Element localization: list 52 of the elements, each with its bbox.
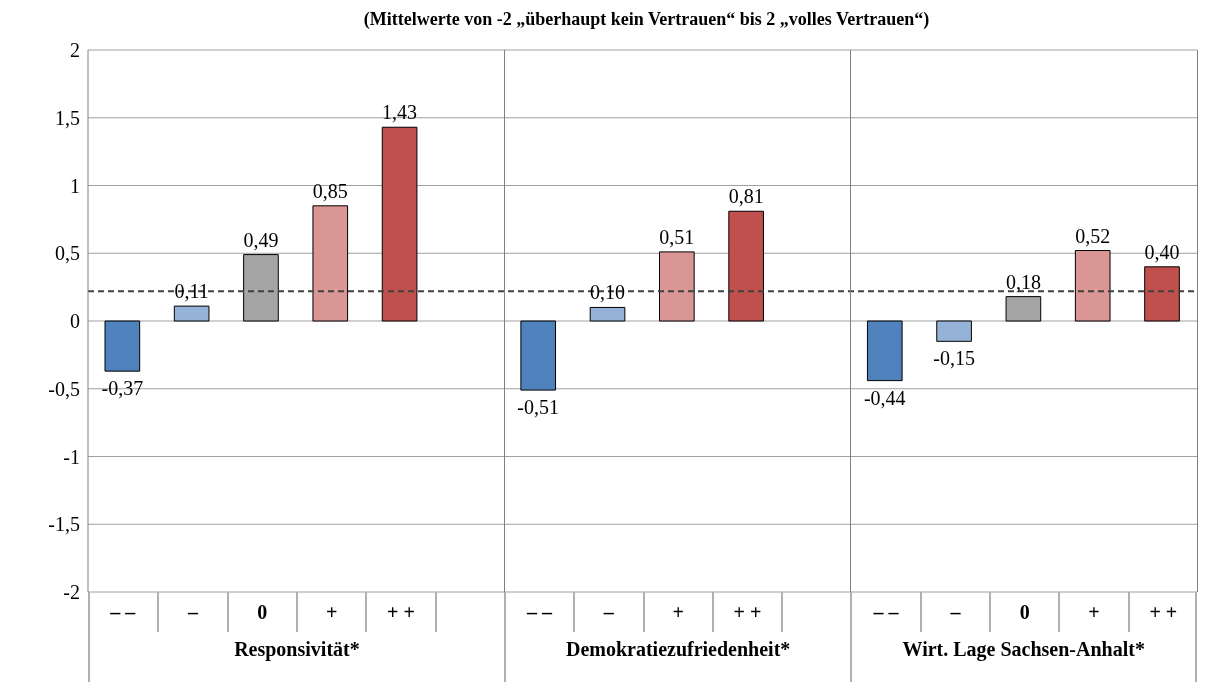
bar [312,205,349,322]
x-tick-label: – – [109,599,137,625]
x-tick-label: 0 [226,592,296,632]
bar [1144,266,1180,322]
x-tick-label: 0 [989,592,1059,632]
y-tick-label: -0,5 [48,377,80,400]
x-tick-label: – – [503,592,574,632]
y-tick-label: -2 [63,581,80,604]
x-tick-label: – [573,592,643,632]
data-label: 0,11 [174,280,209,303]
y-tick-label: -1,5 [48,513,80,536]
bar [589,306,626,322]
data-label: -0,44 [863,386,906,409]
x-tick-label: – – [850,592,920,632]
x-tick-label: + + [711,592,782,632]
y-tick-label: 2 [70,39,80,62]
y-tick-label: 0,5 [55,242,80,265]
x-tick-label: + [642,592,712,632]
data-label: 0,49 [243,228,279,251]
data-label: 0,85 [312,179,348,202]
bar [1074,250,1111,322]
x-tick-label: – [919,592,990,632]
bar [520,320,557,391]
y-tick-label: -1 [63,445,80,468]
data-label: 0,40 [1144,240,1180,263]
bar [936,320,972,342]
data-label: 1,43 [382,101,418,124]
x-tick-label: – [157,592,227,632]
y-tick-label: 1 [70,174,80,197]
y-tick-label: 0 [70,310,80,333]
chart-subtitle: (Mittelwerte von -2 „überhaupt kein Vertrauen“ bis 2 „volles Vertrauen“) [362,8,931,30]
data-label: -0,15 [933,347,975,370]
x-tick-label: + [295,592,366,632]
x-tick-label: + + [1127,592,1197,632]
data-label: 0,52 [1075,224,1111,247]
bar [728,210,764,322]
x-tick-label: + [1058,592,1128,632]
y-tick-label: 1,5 [55,106,80,129]
bar [173,305,210,322]
data-label: -0,37 [101,377,144,400]
data-label: 0,18 [1005,270,1041,293]
text: Demokratiezufriedenheit* [564,638,792,661]
data-label: -0,51 [517,396,560,419]
data-label: 0,81 [728,185,764,208]
bar [104,320,141,372]
bar [866,320,903,382]
bar [381,126,418,322]
bar [659,251,695,322]
x-tick-label: + + [365,592,435,632]
text: Responsivität* [233,638,361,661]
text: Wirt. Lage Sachsen-Anhalt* [901,638,1146,661]
data-label: 0,51 [659,225,695,248]
